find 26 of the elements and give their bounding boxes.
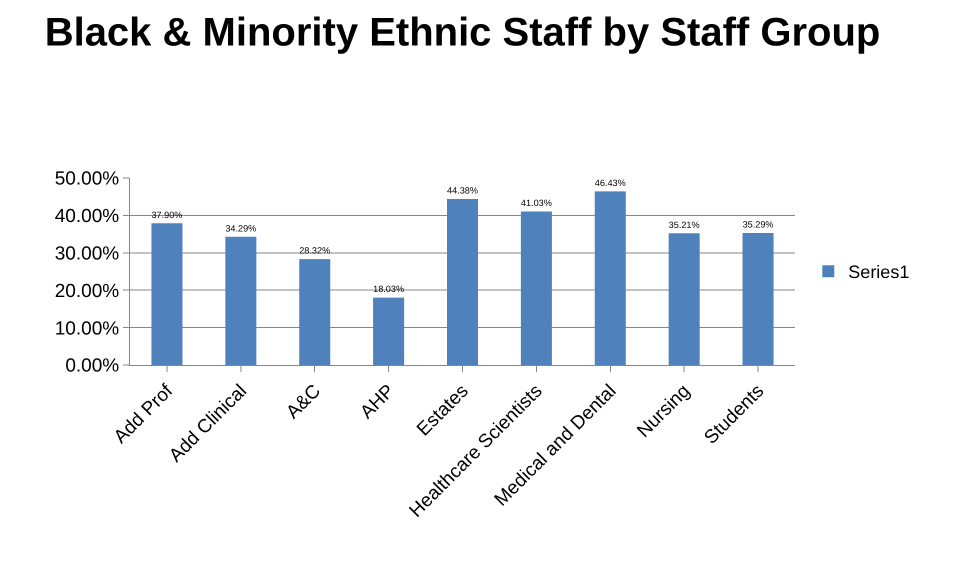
bar — [446, 199, 478, 365]
bar — [373, 298, 404, 365]
y-tick-label: 40.00% — [54, 206, 120, 228]
bar — [594, 191, 626, 365]
bar — [151, 223, 182, 365]
data-label: 28.32% — [299, 246, 330, 256]
data-label: 46.43% — [594, 178, 626, 188]
legend-label: Series1 — [848, 262, 910, 282]
y-tick-label: 0.00% — [65, 356, 120, 377]
y-tick-label: 20.00% — [54, 280, 120, 302]
data-label: 34.29% — [225, 223, 256, 234]
bar — [520, 212, 552, 365]
bar — [668, 233, 700, 365]
y-tick-label: 50.00% — [54, 168, 120, 190]
data-label: 37.90% — [151, 210, 182, 220]
y-tick-label: 30.00% — [54, 243, 120, 264]
data-label: 18.03% — [373, 284, 404, 294]
data-label: 35.29% — [742, 220, 774, 230]
bar — [299, 259, 330, 365]
y-tick-label: 10.00% — [54, 318, 120, 340]
data-label: 41.03% — [520, 198, 552, 208]
data-label: 44.38% — [447, 186, 478, 196]
chart-title: Black & Minority Ethnic Staff by Staff Group — [44, 10, 880, 54]
bar — [742, 233, 774, 365]
data-label: 35.21% — [668, 220, 700, 230]
bar — [225, 236, 256, 365]
